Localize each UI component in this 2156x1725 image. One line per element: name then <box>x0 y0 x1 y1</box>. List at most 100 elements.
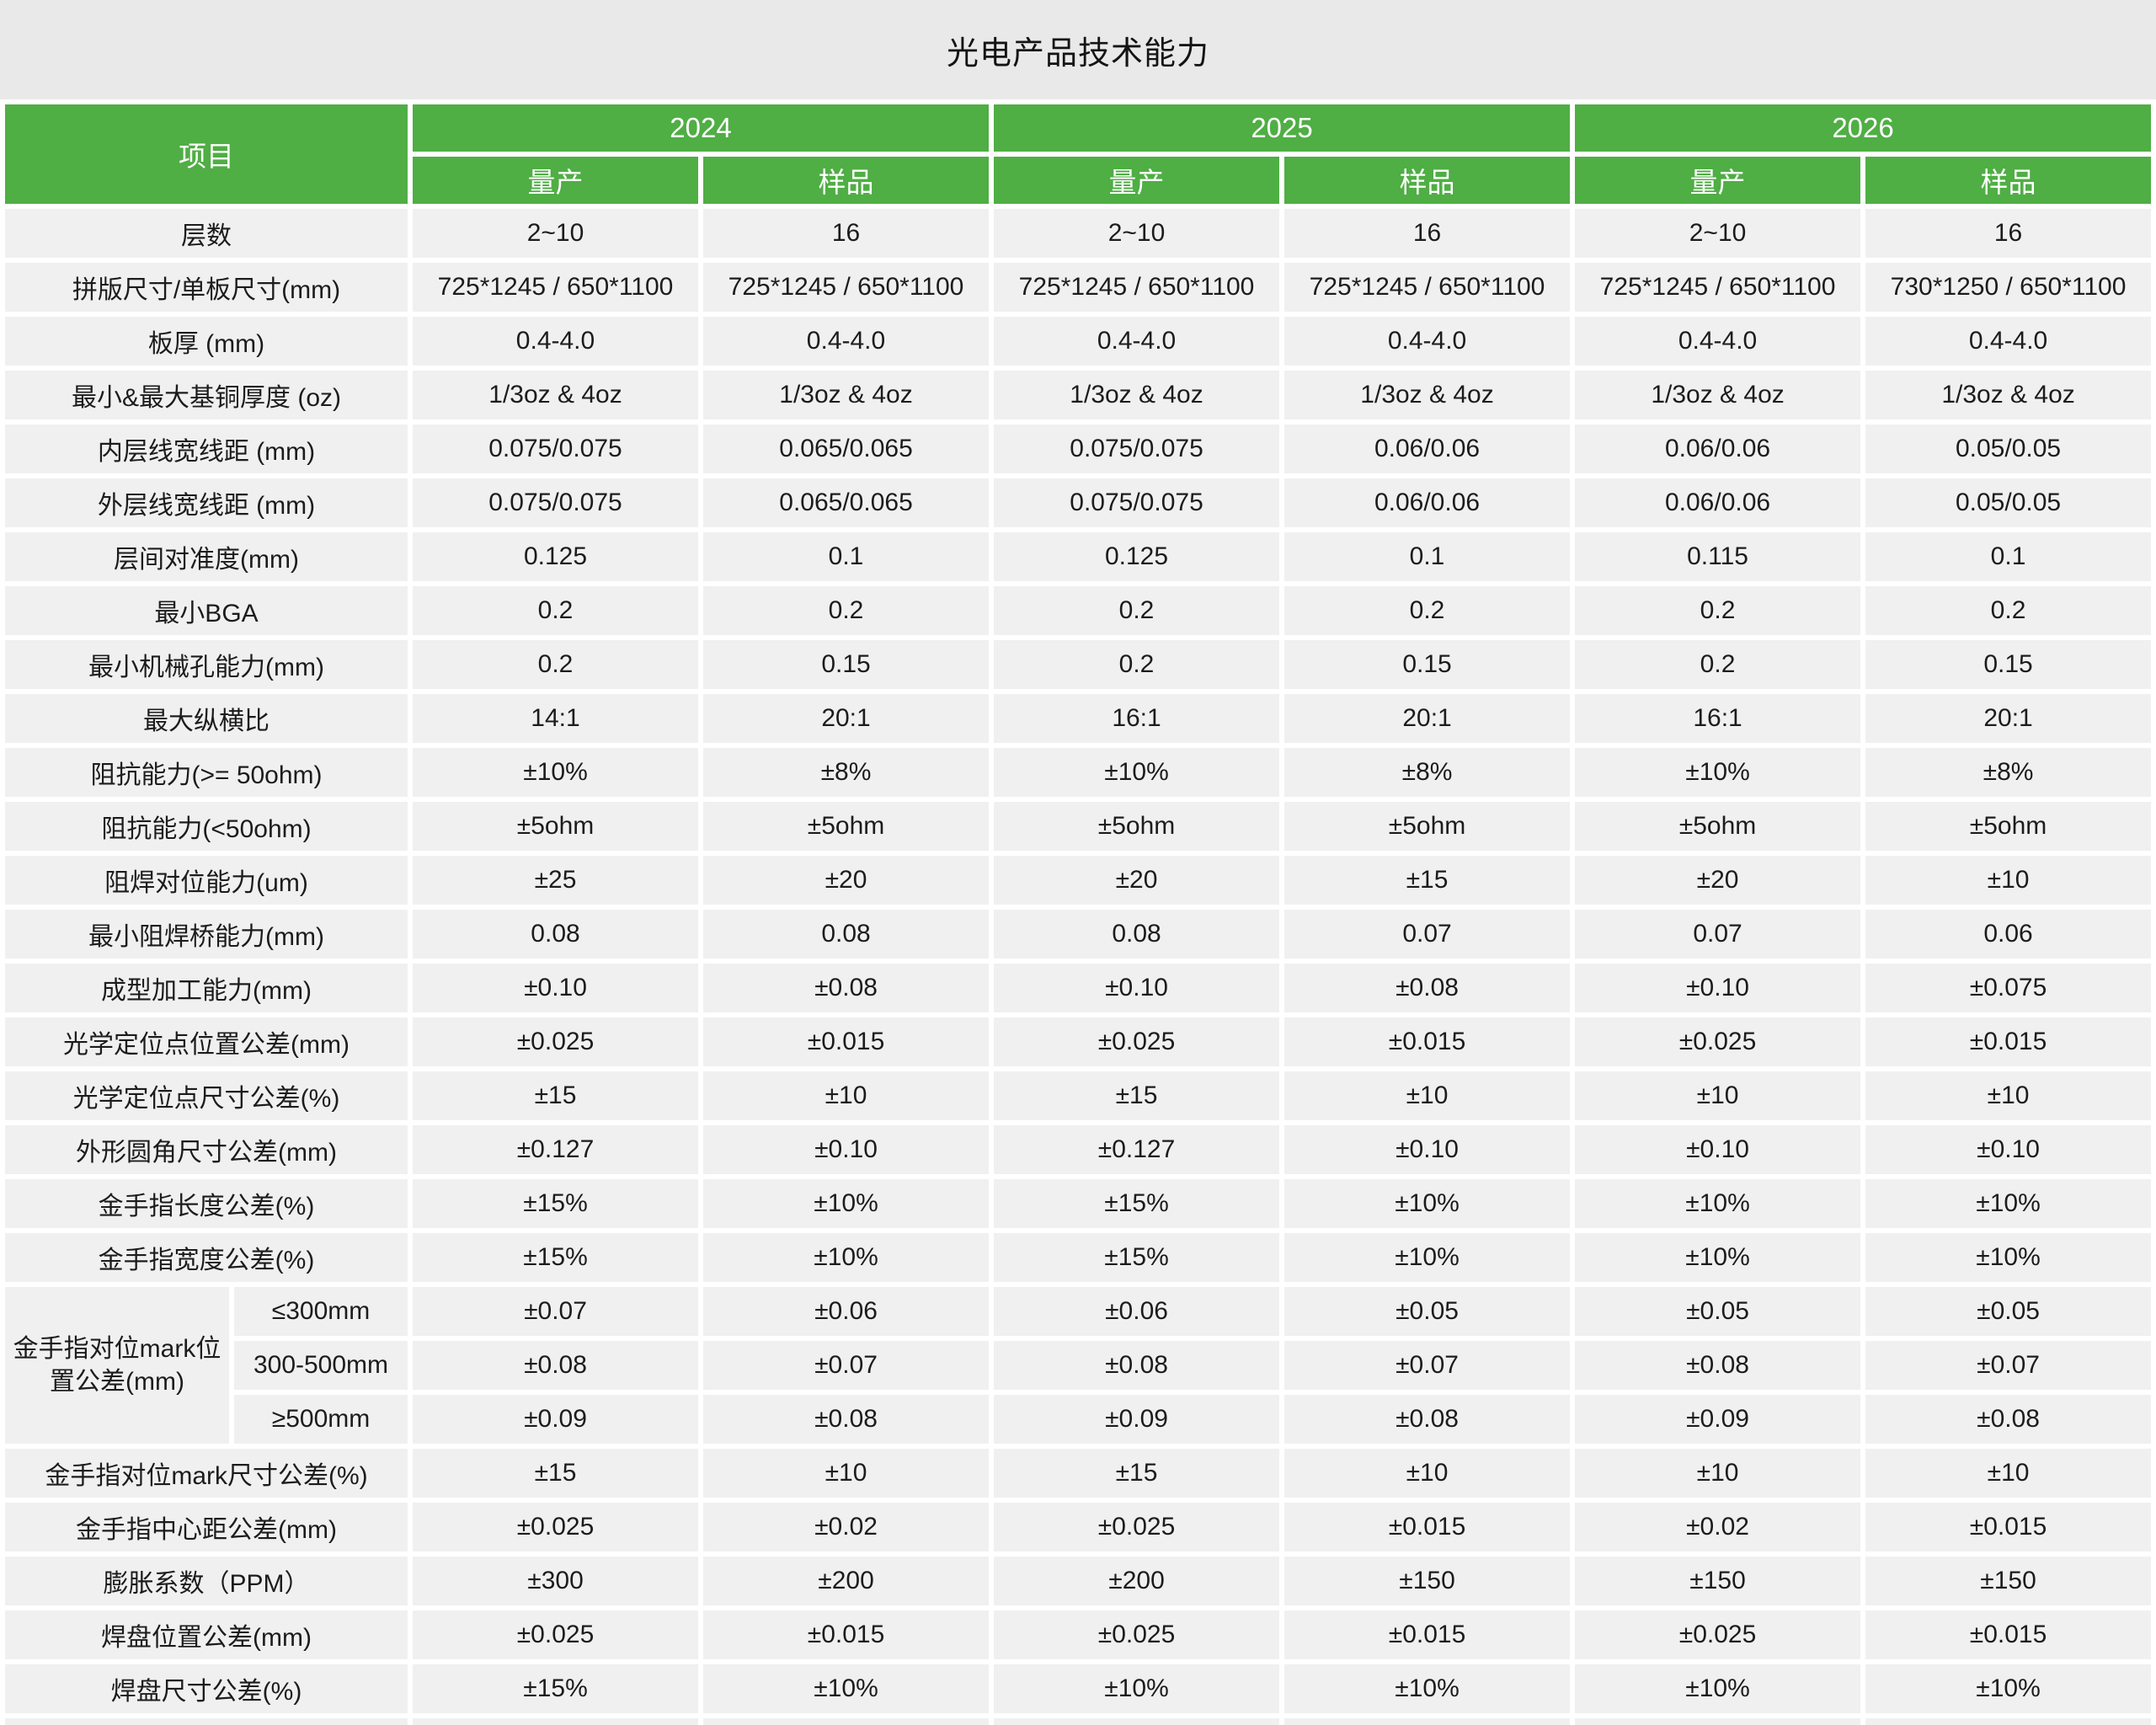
cell-value: 0.2 <box>994 640 1280 689</box>
cell-value: ±0.07 <box>413 1287 698 1336</box>
header-2024-sample: 样品 <box>703 157 990 204</box>
cell-value: ±0.025 <box>413 1017 698 1066</box>
row-sub-label: ≥500mm <box>234 1395 408 1444</box>
cell-value: ±0.10 <box>1865 1125 2152 1174</box>
cell-value: ±15% <box>994 1179 1280 1228</box>
cell-value: 0.1 <box>1865 532 2152 581</box>
row-label: 膨胀系数（PPM） <box>5 1557 408 1605</box>
cell-value: 20:1 <box>1865 694 2152 743</box>
table-row: 300-500mm ±0.08 ±0.07 ±0.08 ±0.07 ±0.08 ±0.07 <box>5 1341 2152 1390</box>
table-row: 阻抗能力(>= 50ohm) ±10% ±8% ±10% ±8% ±10% ±8% <box>5 748 2152 797</box>
cell-value: ±0.015 <box>1284 1503 1571 1551</box>
cell-value: ±10% <box>1284 1233 1571 1282</box>
cell-value: 0.075/0.075 <box>994 478 1280 527</box>
row-label: 金手指中心距公差(mm) <box>5 1503 408 1551</box>
row-group-label: 金手指对位mark位置公差(mm) <box>5 1287 229 1444</box>
cell-value: ±20 <box>994 856 1280 905</box>
cell-value: ±10% <box>994 1664 1280 1713</box>
cell-value: ±10% <box>1865 1664 2152 1713</box>
cell-value: ±10 <box>1865 1449 2152 1498</box>
cell-value: ±0.09 <box>1575 1395 1861 1444</box>
cell-value: ±0.025 <box>413 1503 698 1551</box>
cell-value: ±0.127 <box>994 1125 1280 1174</box>
cell-value: ±150 <box>1865 1557 2152 1605</box>
cell-value: 16:1 <box>994 694 1280 743</box>
cell-value: ±0.025 <box>994 1610 1280 1659</box>
cell-value: 1/3oz & 4oz <box>703 371 990 419</box>
cell-value: 1/3oz & 4oz <box>1865 371 2152 419</box>
cell-value: 725*1245 / 650*1100 <box>994 263 1280 312</box>
table-row: 金手指对位mark位置公差(mm) ≤300mm ±0.07 ±0.06 ±0.06 ±0… <box>5 1287 2152 1444</box>
cell-value: ±10 <box>703 1449 990 1498</box>
header-year-2026: 2026 <box>1575 104 2152 152</box>
table-row: 成型加工能力(mm) ±0.10 ±0.08 ±0.10 ±0.08 ±0.10 ±0.07… <box>5 964 2152 1012</box>
cell-value: ±15% <box>413 1233 698 1282</box>
cell-value: ±0.10 <box>1575 964 1861 1012</box>
cell-value: 0.08 <box>994 910 1280 959</box>
cell-value: 0.06/0.06 <box>1575 425 1861 473</box>
partial-cell <box>1865 1718 2152 1725</box>
header-2025-sample: 样品 <box>1284 157 1571 204</box>
cell-value: ±0.05 <box>1865 1287 2152 1336</box>
row-label: 拼版尺寸/单板尺寸(mm) <box>5 263 408 312</box>
cell-value: ±0.025 <box>994 1503 1280 1551</box>
cell-value: 725*1245 / 650*1100 <box>1575 263 1861 312</box>
partial-cell <box>703 1718 990 1725</box>
partial-row <box>5 1718 2152 1725</box>
cell-value: 16 <box>1284 209 1571 258</box>
cell-value: 0.2 <box>413 586 698 635</box>
cell-value: ±5ohm <box>1575 802 1861 851</box>
row-label: 最小机械孔能力(mm) <box>5 640 408 689</box>
cell-value: 0.075/0.075 <box>413 425 698 473</box>
row-label: 最大纵横比 <box>5 694 408 743</box>
cell-value: ±0.127 <box>413 1125 698 1174</box>
cell-value: ±0.10 <box>994 964 1280 1012</box>
cell-value: ±5ohm <box>703 802 990 851</box>
cell-value: ±0.05 <box>1284 1287 1571 1336</box>
cell-value: ±0.10 <box>1575 1125 1861 1174</box>
partial-cell <box>413 1718 698 1725</box>
cell-value: 1/3oz & 4oz <box>1284 371 1571 419</box>
cell-value: ±10% <box>703 1233 990 1282</box>
cell-value: ±0.08 <box>1865 1395 2152 1444</box>
cell-value: 2~10 <box>994 209 1280 258</box>
cell-value: ±0.07 <box>1865 1341 2152 1390</box>
table-row: 最大纵横比 14:1 20:1 16:1 20:1 16:1 20:1 <box>5 694 2152 743</box>
cell-value: 0.4-4.0 <box>994 317 1280 366</box>
table-row: 膨胀系数（PPM） ±300 ±200 ±200 ±150 ±150 ±150 <box>5 1557 2152 1605</box>
cell-value: 0.065/0.065 <box>703 478 990 527</box>
table-row: 拼版尺寸/单板尺寸(mm) 725*1245 / 650*1100 725*1245… <box>5 263 2152 312</box>
title-band: 光电产品技术能力 <box>0 0 2156 99</box>
cell-value: ±10 <box>1284 1449 1571 1498</box>
table-row: 焊盘尺寸公差(%) ±15% ±10% ±10% ±10% ±10% ±10% <box>5 1664 2152 1713</box>
row-label: 内层线宽线距 (mm) <box>5 425 408 473</box>
table-row: 外层线宽线距 (mm) 0.075/0.075 0.065/0.065 0.075/0… <box>5 478 2152 527</box>
row-label: 焊盘位置公差(mm) <box>5 1610 408 1659</box>
header-2025-massprod: 量产 <box>994 157 1280 204</box>
table-row: 层间对准度(mm) 0.125 0.1 0.125 0.1 0.115 0.1 <box>5 532 2152 581</box>
cell-value: ±10 <box>1575 1449 1861 1498</box>
cell-value: 20:1 <box>1284 694 1571 743</box>
cell-value: ±25 <box>413 856 698 905</box>
cell-value: ±8% <box>1284 748 1571 797</box>
cell-value: 16 <box>703 209 990 258</box>
cell-value: ±0.08 <box>703 964 990 1012</box>
cell-value: 16:1 <box>1575 694 1861 743</box>
cell-value: ±150 <box>1575 1557 1861 1605</box>
header-2026-massprod: 量产 <box>1575 157 1861 204</box>
table-row: ≥500mm ±0.09 ±0.08 ±0.09 ±0.08 ±0.09 ±0.08 <box>5 1395 2152 1444</box>
cell-value: 0.115 <box>1575 532 1861 581</box>
cell-value: ±10% <box>1865 1233 2152 1282</box>
cell-value: 0.15 <box>703 640 990 689</box>
cell-value: 0.06/0.06 <box>1284 478 1571 527</box>
cell-value: ±0.02 <box>1575 1503 1861 1551</box>
cell-value: ±15 <box>994 1449 1280 1498</box>
cell-value: ±15% <box>413 1664 698 1713</box>
cell-value: ±10% <box>1575 1179 1861 1228</box>
table-row: 外形圆角尺寸公差(mm) ±0.127 ±0.10 ±0.127 ±0.10 ±0.10 ±… <box>5 1125 2152 1174</box>
header-item: 项目 <box>5 104 408 204</box>
row-label: 成型加工能力(mm) <box>5 964 408 1012</box>
table-row: 焊盘位置公差(mm) ±0.025 ±0.015 ±0.025 ±0.015 ±0.025… <box>5 1610 2152 1659</box>
cell-value: ±0.08 <box>703 1395 990 1444</box>
cell-value: 0.05/0.05 <box>1865 425 2152 473</box>
